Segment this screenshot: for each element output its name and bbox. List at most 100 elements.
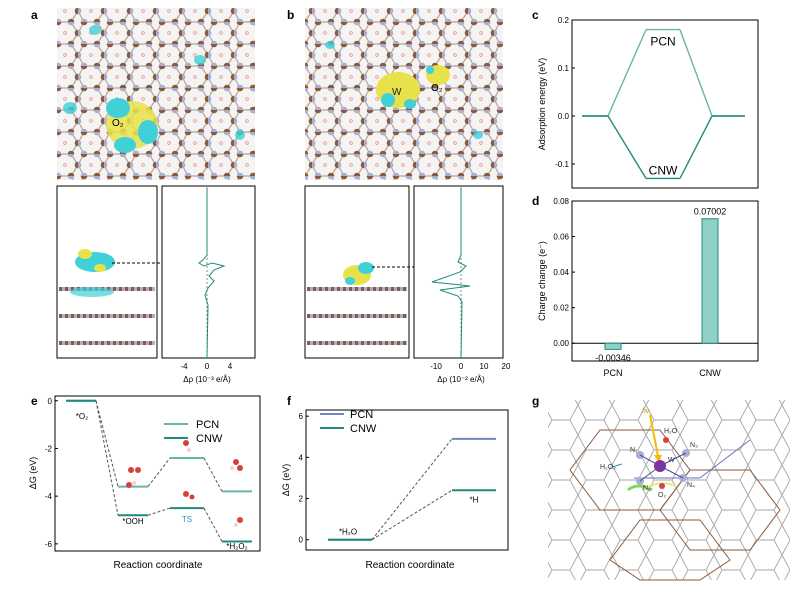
ytick-label: 0.08 <box>553 197 569 206</box>
panel-a-tick-4: 4 <box>228 362 233 371</box>
value-label-cnw: 0.07002 <box>694 207 727 217</box>
panel-g: hν H₂O H₂O₂ N₁ N₂ N₃ N₄ W O₂ <box>548 400 790 581</box>
legend-label-cnw: CNW <box>196 433 223 445</box>
panel-label-a: a <box>31 8 38 22</box>
series-label-pcn: PCN <box>650 35 675 49</box>
panel-f-legend: PCN CNW <box>320 409 377 435</box>
series-label-cnw: CNW <box>649 163 678 177</box>
panel-e-xlabel: Reaction coordinate <box>114 560 203 571</box>
bar-cnw <box>701 218 719 344</box>
connector-cnw <box>203 507 223 542</box>
panel-g-hv: hν <box>642 408 650 415</box>
panel-b-profile-curve <box>431 188 471 359</box>
ytick-label: 6 <box>299 412 304 421</box>
panel-b-o2-label: O₂ <box>431 83 443 94</box>
panel-d-axes <box>571 200 759 362</box>
ytick-label: 2 <box>299 495 304 504</box>
ytick-label: 0.06 <box>553 233 569 242</box>
state-label: *H₂O₂ <box>226 542 247 551</box>
panel-a-o2-label: O₂ <box>112 118 124 129</box>
panel-g-n2: N₂ <box>643 485 651 492</box>
value-label-pcn: -0.00346 <box>595 353 631 363</box>
panel-d: Charge change (e⁻) 0.000.020.040.060.08 … <box>537 197 759 378</box>
panel-a-profile-curve <box>198 188 226 359</box>
panel-e-ylabel: ΔG (eV) <box>28 457 38 490</box>
panel-c-axes <box>571 19 759 189</box>
legend-label-pcn: PCN <box>350 409 373 421</box>
connector-pcn <box>371 438 453 541</box>
panel-f-axes <box>305 409 509 551</box>
panel-b-tick-20: 20 <box>502 362 511 371</box>
ytick-label: -6 <box>45 540 53 549</box>
ytick-label: -2 <box>45 444 53 453</box>
panel-d-plot: -0.00346 PCN 0.07002 CNW <box>572 207 758 378</box>
panel-b-tick-neg10: -10 <box>430 362 442 371</box>
panel-g-h2o2: H₂O₂ <box>600 464 616 471</box>
state-label: *O₂ <box>76 412 88 421</box>
ytick-label: 0 <box>48 397 53 406</box>
panel-g-w: W <box>668 457 675 464</box>
ytick-label: 0.2 <box>558 16 570 25</box>
panel-f-plot: *H₂O *H <box>328 437 496 541</box>
category-label-cnw: CNW <box>699 368 721 378</box>
panel-g-n1: N₁ <box>630 447 638 454</box>
panel-b-charge-cloud <box>325 41 483 139</box>
state-label: *H <box>470 495 479 504</box>
panel-e-plot: *O₂ *OOH TS *H₂O₂ <box>66 399 252 551</box>
panel-a-tick-neg4: -4 <box>180 362 188 371</box>
connector-pcn <box>679 29 713 117</box>
panel-g-overlay <box>569 414 781 581</box>
panel-e: ΔG (eV) Reaction coordinate 0 -2 -4 -6 *O₂ *… <box>28 395 261 571</box>
panel-e-yticks: 0 -2 -4 -6 <box>45 397 58 549</box>
panel-a-profile-frame <box>161 185 256 359</box>
state-label: *H₂O <box>339 528 357 537</box>
ytick-label: 0.1 <box>558 64 570 73</box>
panel-e-axes <box>54 395 261 552</box>
ytick-label: 0.0 <box>558 112 570 121</box>
panel-b-profile-frame <box>413 185 504 359</box>
connector-cnw <box>147 507 171 516</box>
panel-label-c: c <box>532 8 539 22</box>
connector-cnw <box>95 400 119 516</box>
connector-pcn <box>203 457 223 492</box>
connector-pcn <box>95 400 119 487</box>
ytick-label: 0.04 <box>553 268 569 277</box>
panel-c-plot: PCN CNW <box>582 28 745 180</box>
panel-g-network <box>548 400 790 580</box>
panel-f-ylabel: ΔG (eV) <box>281 464 291 497</box>
ytick-label: 4 <box>299 453 304 462</box>
panel-a-side-view <box>56 185 158 359</box>
state-label: *OOH <box>122 517 144 526</box>
panel-b-w-label: W <box>392 87 402 98</box>
bar-pcn <box>604 342 622 350</box>
panel-b-tick-0: 0 <box>459 362 464 371</box>
panel-a-top-view <box>57 8 255 180</box>
panel-a-side-layers <box>59 249 174 345</box>
panel-label-e: e <box>31 394 38 408</box>
panel-label-g: g <box>532 394 539 408</box>
panel-c: Adsorption energy (eV) -0.1 0.0 0.1 0.2 PCN… <box>537 16 759 189</box>
legend-label-pcn: PCN <box>196 419 219 431</box>
panel-b-side-layers <box>307 262 461 345</box>
panel-g-n4: N₄ <box>687 482 695 489</box>
panel-b: W O₂ -10 0 10 20 Δρ (10⁻² e/Å) <box>304 8 511 384</box>
ytick-label: 0.02 <box>553 304 569 313</box>
connector-cnw <box>371 489 453 541</box>
panel-f-xlabel: Reaction coordinate <box>366 560 455 571</box>
panel-d-ylabel: Charge change (e⁻) <box>537 241 547 321</box>
panel-g-h2o: H₂O <box>664 428 678 435</box>
panel-a-charge-cloud <box>63 25 245 153</box>
panel-label-b: b <box>287 8 294 22</box>
panel-g-n3: N₃ <box>690 442 698 449</box>
panel-b-tick-10: 10 <box>480 362 489 371</box>
panel-f-yticks: 0 2 4 6 <box>299 412 309 545</box>
ytick-label: -4 <box>45 492 53 501</box>
legend-label-cnw: CNW <box>350 423 377 435</box>
panel-a-xlabel: Δρ (10⁻³ e/Å) <box>183 375 231 384</box>
connector-cnw <box>679 115 713 179</box>
panel-g-o2: O₂ <box>658 492 666 499</box>
ytick-label: -0.1 <box>555 160 569 169</box>
panel-label-d: d <box>532 194 539 208</box>
